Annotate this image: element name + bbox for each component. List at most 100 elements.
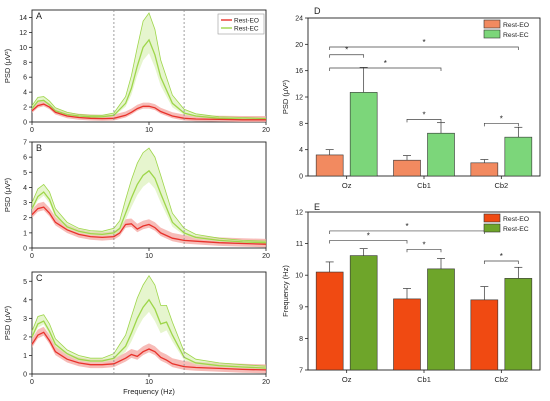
panel-b-xtick-label: 0 xyxy=(30,253,34,260)
panel-c-ytick-label: 5 xyxy=(23,279,27,286)
panel-d-ytick-label: 12 xyxy=(295,95,303,102)
panel-e-bar-cb1-eo xyxy=(393,298,421,371)
panel-c-ytick-label: 2 xyxy=(23,334,27,341)
panel-c-ytick-label: 3 xyxy=(23,316,27,323)
panel-c-xtick-label: 20 xyxy=(262,379,270,386)
panel-d-bar-cb2-eo xyxy=(470,162,499,177)
panel-e-ylabel: Frequency (Hz) xyxy=(281,265,290,317)
panel-e-category-label: Cb1 xyxy=(417,375,431,384)
panel-a-letter: A xyxy=(36,11,42,21)
panel-c-letter: C xyxy=(36,273,43,283)
panel-d-bar-oz-eo xyxy=(315,154,344,177)
panel-c-line-ec xyxy=(31,298,267,369)
panel-d-bar-oz-ec xyxy=(349,92,378,177)
panel-e-category-label: Oz xyxy=(342,375,352,384)
panel-c-ytick-label: 0 xyxy=(23,372,27,379)
panel-e-significance-star: * xyxy=(405,222,408,231)
panel-a-ytick-label: 0 xyxy=(23,120,27,127)
panel-e-legend-label: Rest-EO xyxy=(503,216,529,223)
panel-b-ytick-label: 6 xyxy=(23,155,27,162)
panel-a-xtick-label: 0 xyxy=(30,127,34,134)
panel-e-significance-bracket-2 xyxy=(406,248,442,253)
panel-a-line-eo xyxy=(31,103,266,121)
panel-a-line-ec xyxy=(31,38,266,120)
panel-e-letter: E xyxy=(314,202,320,212)
panel-b-ylabel: PSD (μV²) xyxy=(3,177,12,212)
panel-d-significance-star: * xyxy=(345,46,348,55)
panel-e-legend-swatch-1 xyxy=(483,223,501,233)
panel-e-significance-bracket-0 xyxy=(329,240,408,244)
panel-d-significance-star: * xyxy=(384,59,387,68)
panel-d-significance-bracket-1 xyxy=(329,67,442,72)
panel-d-significance-star: * xyxy=(500,114,503,123)
panel-d-bar-cb1-eo xyxy=(393,159,421,177)
panel-e-ytick-label: 8 xyxy=(299,336,303,343)
panel-e-significance-star: * xyxy=(367,231,370,240)
panel-b-ytick-label: 4 xyxy=(23,185,27,192)
panel-d-significance-bracket-4 xyxy=(483,122,519,127)
panel-c-band-ec xyxy=(32,275,266,369)
panel-d-ytick-label: 24 xyxy=(295,16,303,23)
panel-b-letter: B xyxy=(36,143,42,153)
panel-a-ylabel: PSD (μV²) xyxy=(3,48,12,83)
panel-d-bar-cb1-ec xyxy=(427,132,455,177)
panel-e-bar-cb1-ec xyxy=(427,268,455,371)
panel-b-band-edge-ec xyxy=(31,147,267,242)
panel-d-significance-bracket-0 xyxy=(329,54,365,58)
panel-c-band-edge-ec xyxy=(31,274,267,367)
panel-d-significance-star: * xyxy=(422,110,425,119)
panel-d-category-label: Oz xyxy=(342,181,352,190)
panel-d-legend-label: Rest-EC xyxy=(503,32,529,39)
panel-a-ytick-label: 12 xyxy=(19,30,27,37)
panel-a-xtick-label: 20 xyxy=(262,127,270,134)
panel-b-ytick-label: 7 xyxy=(23,140,27,147)
panel-c-line-eo xyxy=(31,331,267,371)
panel-d-category-label: Cb1 xyxy=(417,181,431,190)
panel-e-significance-star: * xyxy=(422,240,425,249)
panel-d-ytick-label: 8 xyxy=(299,121,303,128)
panel-a-ytick-label: 14 xyxy=(19,15,27,22)
panel-a-legend-label: Rest-EO xyxy=(234,18,259,25)
panel-b-line-eo xyxy=(31,206,267,245)
panel-d-ylabel: PSD (μV²) xyxy=(281,79,290,114)
panel-e-bar-cb2-eo xyxy=(470,299,499,371)
panel-e-significance-bracket-1 xyxy=(329,230,485,234)
panel-b-ytick-label: 5 xyxy=(23,170,27,177)
panel-a-ytick-label: 4 xyxy=(23,90,27,97)
panel-e-ytick-label: 7 xyxy=(299,368,303,375)
panel-c-xtick-label: 0 xyxy=(30,379,34,386)
panel-a-ytick-label: 10 xyxy=(19,45,27,52)
panel-a-legend-box xyxy=(217,13,265,35)
panel-a-band-edge-ec xyxy=(31,12,267,119)
panel-e-legend-label: Rest-EC xyxy=(503,226,529,233)
panel-b-xtick-label: 20 xyxy=(262,253,270,260)
panel-e-bar-cb2-ec xyxy=(504,278,533,371)
panel-d-ytick-label: 16 xyxy=(295,68,303,75)
panel-e-significance-bracket-3 xyxy=(483,260,519,264)
panel-c-xlabel: Frequency (Hz) xyxy=(123,387,175,396)
panel-a-ytick-label: 2 xyxy=(23,105,27,112)
panel-e-legend-swatch-0 xyxy=(483,213,501,223)
panel-e-category-label: Cb2 xyxy=(494,375,508,384)
panel-b-line-ec xyxy=(31,169,267,244)
panel-a-xtick-label: 10 xyxy=(145,127,153,134)
panel-b-ytick-label: 1 xyxy=(23,230,27,237)
panel-e-bar-oz-eo xyxy=(315,271,344,371)
panel-d-legend-swatch-1 xyxy=(483,29,501,39)
panel-d-legend-swatch-0 xyxy=(483,19,501,29)
panel-b-ytick-label: 2 xyxy=(23,215,27,222)
panel-d-significance-bracket-3 xyxy=(406,119,442,123)
panel-a-ytick-label: 8 xyxy=(23,60,27,67)
panel-c-ylabel: PSD (μV²) xyxy=(3,305,12,340)
panel-d-significance-star: * xyxy=(422,38,425,47)
panel-d-bar-cb2-ec xyxy=(504,136,533,177)
panel-d-ytick-label: 20 xyxy=(295,42,303,49)
panel-b-band-ec xyxy=(32,148,266,244)
panel-a-legend-label: Rest-EC xyxy=(234,26,259,33)
panel-a-band-ec xyxy=(32,13,266,120)
panel-c-ytick-label: 1 xyxy=(23,353,27,360)
panel-b-xtick-label: 10 xyxy=(145,253,153,260)
panel-e-ytick-label: 9 xyxy=(299,304,303,311)
panel-e-ytick-label: 12 xyxy=(295,210,303,217)
panel-b-ytick-label: 3 xyxy=(23,200,27,207)
